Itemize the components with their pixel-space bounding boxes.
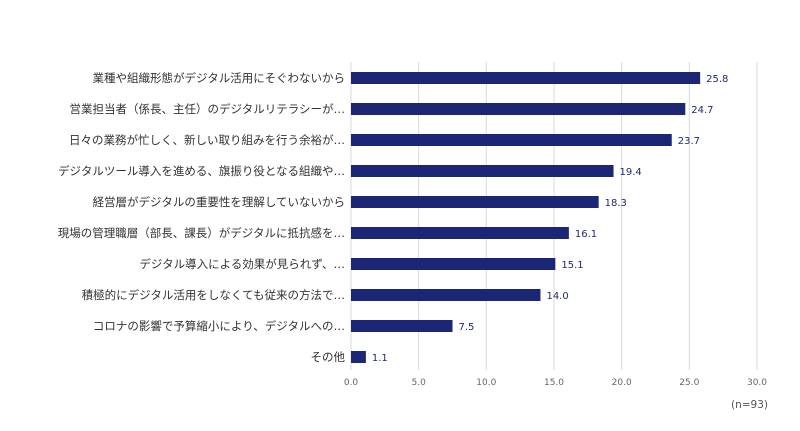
value-label: 25.8	[706, 74, 728, 85]
category-labels: 業種や組織形態がデジタル活用にそぐわないから営業担当者（係長、主任）のデジタルリ…	[58, 71, 346, 364]
x-tick-label: 0.0	[344, 378, 359, 388]
bar	[351, 289, 541, 301]
category-label: 業種や組織形態がデジタル活用にそぐわないから	[92, 71, 345, 85]
bar	[351, 103, 686, 115]
value-label: 1.1	[372, 353, 388, 364]
x-tick-labels: 0.0 5.0 10.0 15.0 20.0 25.0 30.0	[344, 378, 767, 388]
category-label: 経営層がデジタルの重要性を理解していないから	[93, 195, 345, 209]
x-tick-label: 25.0	[679, 378, 699, 388]
category-label: デジタルツール導入を進める、旗振り役となる組織や…	[58, 164, 345, 178]
value-label: 19.4	[620, 167, 642, 178]
bar	[351, 165, 614, 177]
category-label: デジタル導入による効果が見られず、…	[139, 257, 345, 271]
bar	[351, 72, 701, 84]
x-tick-label: 30.0	[747, 378, 767, 388]
bars	[351, 72, 701, 363]
category-label: 営業担当者（係長、主任）のデジタルリテラシーが…	[69, 102, 345, 116]
category-label: 現場の管理職層（部長、課長）がデジタルに抵抗感を…	[58, 226, 345, 240]
category-label: 積極的にデジタル活用をしなくても従来の方法で…	[82, 288, 345, 302]
bar	[351, 320, 453, 332]
category-label: その他	[311, 350, 346, 364]
category-label: コロナの影響で予算縮小により、デジタルへの…	[93, 319, 345, 333]
bar	[351, 258, 556, 270]
category-label: 日々の業務が忙しく、新しい取り組みを行う余裕が…	[69, 133, 345, 147]
value-label: 23.7	[678, 136, 700, 147]
x-tick-label: 15.0	[544, 378, 564, 388]
x-tick-label: 20.0	[612, 378, 632, 388]
bar	[351, 196, 599, 208]
value-label: 7.5	[459, 322, 475, 333]
bar	[351, 351, 366, 363]
value-label: 16.1	[575, 229, 597, 240]
bar	[351, 227, 569, 239]
value-label: 24.7	[691, 105, 713, 116]
value-label: 15.1	[561, 260, 583, 271]
bar	[351, 134, 672, 146]
value-label: 18.3	[605, 198, 627, 209]
value-label: 14.0	[546, 291, 568, 302]
sample-size-note: (n=93)	[731, 399, 768, 411]
x-tick-label: 10.0	[476, 378, 496, 388]
x-tick-label: 5.0	[412, 378, 427, 388]
value-labels: 25.8 24.7 23.7 19.4 18.3 16.1 15.1 14.0 7.5 1.1	[372, 74, 729, 364]
